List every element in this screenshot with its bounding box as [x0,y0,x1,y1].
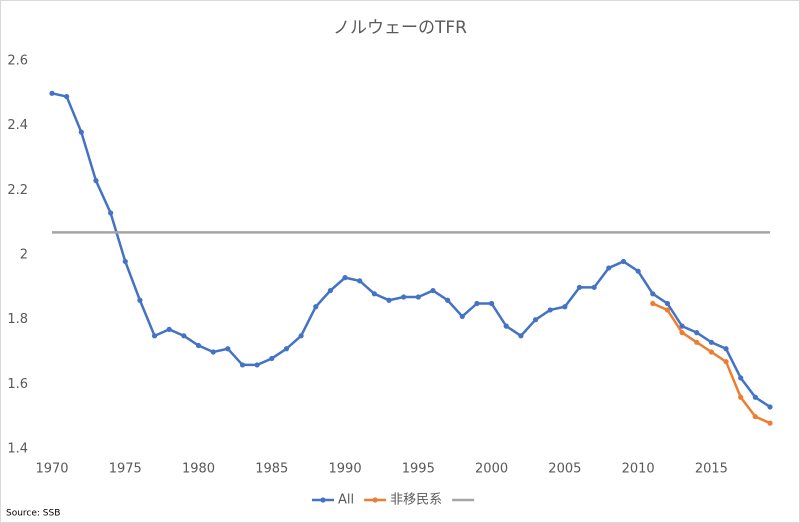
x-tick-label: 2015 [695,462,728,477]
point [64,93,70,100]
point [459,313,465,320]
point [708,349,714,355]
x-tick-label: 1970 [35,462,68,477]
point [137,297,143,303]
point [679,323,685,329]
x-tick-label: 2005 [548,462,581,477]
x-tick-label: 1990 [329,462,362,477]
y-tick-label: 1.4 [7,442,28,457]
point [488,300,495,307]
point [225,346,231,352]
point [313,304,319,310]
point [576,284,583,290]
y-tick-label: 1.8 [7,312,28,327]
point [664,300,671,307]
point [738,394,744,400]
point [694,330,700,336]
point [650,291,656,297]
point [108,210,114,216]
point [723,359,729,365]
point [723,346,729,352]
point [327,287,334,294]
point [532,317,539,323]
legend-label: All [338,493,354,508]
point [283,346,290,352]
point [181,333,187,339]
point [664,307,671,313]
legend-label: 非移民系 [390,493,442,508]
point [357,278,363,284]
point [298,333,304,339]
x-tick-label: 1985 [255,462,288,477]
point [752,414,758,420]
point [767,420,773,426]
point [49,90,55,96]
y-tick-label: 2.2 [7,183,28,198]
point [503,323,509,329]
point [342,275,348,281]
point [254,362,260,368]
x-tick-label: 1995 [402,462,435,477]
point [430,287,436,294]
point [415,294,421,300]
point [694,339,700,345]
point [151,333,158,339]
y-tick-label: 2 [20,248,28,263]
point [239,362,246,368]
point [401,294,407,300]
x-tick-label: 2010 [622,462,655,477]
point [635,268,641,274]
point [210,349,216,355]
point [679,330,685,336]
point [650,300,656,307]
y-tick-label: 1.6 [7,377,28,392]
point [562,304,568,310]
x-tick-label: 1980 [182,462,215,477]
point [269,355,275,362]
point [547,307,553,313]
chart-title: ノルウェーのTFR [333,18,467,38]
point [738,375,744,381]
point [708,339,714,345]
point [371,291,377,297]
x-tick-label: 1975 [109,462,142,477]
point [386,297,392,303]
y-tick-label: 2.6 [7,54,28,69]
point [122,258,128,265]
point [166,326,172,332]
source-note: Source: SSB [6,509,60,519]
legend-marker [320,497,326,503]
point [620,258,627,265]
legend-marker [372,497,378,503]
point [195,342,202,349]
point [445,297,451,303]
series-line [51,92,771,409]
point [767,404,773,410]
point [591,284,597,290]
x-tick-label: 2000 [475,462,508,477]
point [518,333,524,339]
point [474,300,480,307]
y-tick-label: 2.4 [7,118,28,133]
point [78,129,84,135]
point [606,265,612,271]
point [752,394,758,400]
point [93,178,99,184]
